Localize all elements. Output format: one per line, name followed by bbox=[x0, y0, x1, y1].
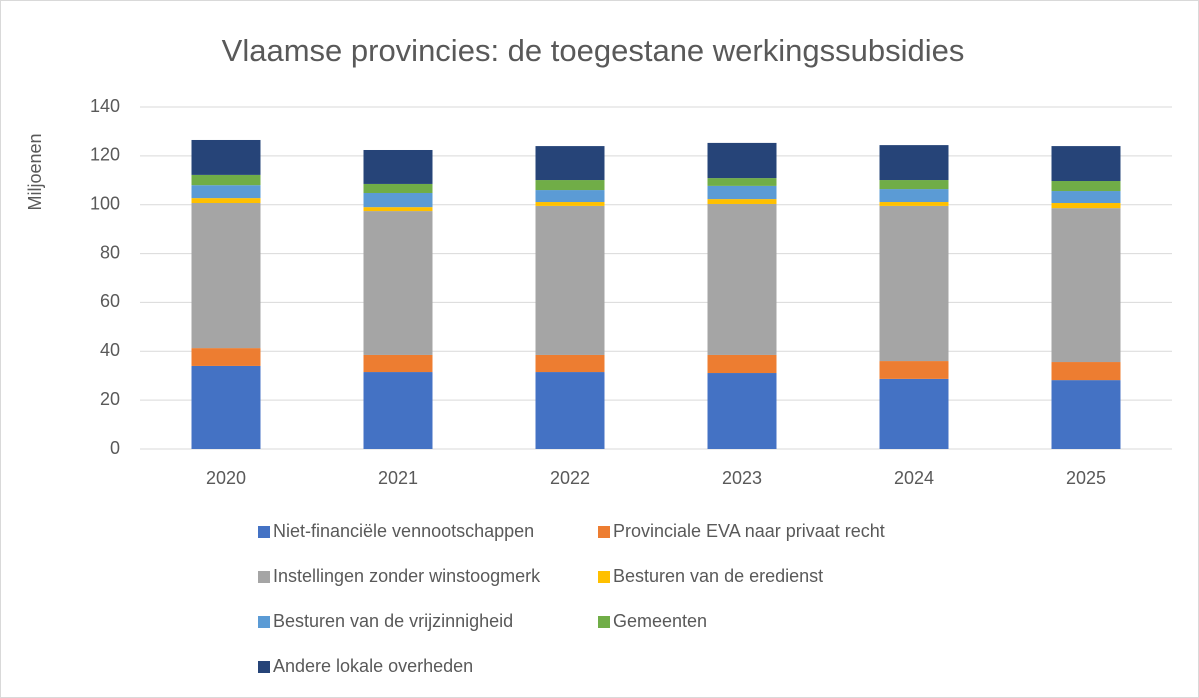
legend-label: Gemeenten bbox=[613, 611, 707, 631]
bar-segment bbox=[363, 149, 433, 184]
bar-segment bbox=[191, 139, 261, 175]
bar-segment bbox=[879, 378, 949, 449]
x-tick-label: 2025 bbox=[1066, 468, 1106, 488]
legend-label: Provinciale EVA naar privaat recht bbox=[613, 521, 885, 541]
bar-segment bbox=[191, 203, 261, 349]
bar-segment bbox=[707, 373, 777, 449]
bar-segment bbox=[535, 190, 605, 203]
legend-label: Besturen van de vrijzinnigheid bbox=[273, 611, 513, 631]
legend-swatch bbox=[258, 571, 270, 583]
legend-swatch bbox=[258, 661, 270, 673]
legend-label: Niet-financiële vennootschappen bbox=[273, 521, 534, 541]
bar-segment bbox=[535, 146, 605, 181]
x-tick-label: 2023 bbox=[722, 468, 762, 488]
y-tick-label: 20 bbox=[100, 389, 120, 409]
bar-segment bbox=[707, 142, 777, 179]
legend-swatch bbox=[258, 526, 270, 538]
legend-label: Besturen van de eredienst bbox=[613, 566, 823, 586]
bar-segment bbox=[707, 199, 777, 204]
bar-segment bbox=[1051, 203, 1121, 209]
bar-segment bbox=[535, 354, 605, 373]
x-tick-label: 2024 bbox=[894, 468, 934, 488]
bar-segment bbox=[707, 185, 777, 200]
bar-segment bbox=[535, 180, 605, 191]
bar-segment bbox=[879, 202, 949, 206]
bar-segment bbox=[363, 183, 433, 193]
bar-segment bbox=[1051, 181, 1121, 192]
legend-swatch bbox=[258, 616, 270, 628]
y-axis-title: Miljoenen bbox=[25, 133, 45, 210]
bar-segment bbox=[879, 361, 949, 379]
bar-segment bbox=[1051, 191, 1121, 204]
bar-segment bbox=[191, 174, 261, 186]
bar-segment bbox=[191, 348, 261, 366]
bar-segment bbox=[707, 203, 777, 355]
bar-segment bbox=[879, 180, 949, 190]
x-tick-label: 2020 bbox=[206, 468, 246, 488]
bar-segment bbox=[363, 372, 433, 449]
bar-segment bbox=[535, 372, 605, 449]
bar-segment bbox=[879, 145, 949, 181]
bar-segment bbox=[363, 211, 433, 355]
bar-segment bbox=[1051, 146, 1121, 182]
y-tick-label: 140 bbox=[90, 96, 120, 116]
bar-segment bbox=[191, 198, 261, 204]
y-tick-label: 0 bbox=[110, 438, 120, 458]
legend-label: Andere lokale overheden bbox=[273, 656, 473, 676]
y-tick-label: 120 bbox=[90, 145, 120, 165]
bar-segment bbox=[1051, 362, 1121, 381]
bar-segment bbox=[363, 192, 433, 208]
legend-swatch bbox=[598, 526, 610, 538]
bar-segment bbox=[191, 185, 261, 199]
bar-segment bbox=[879, 189, 949, 203]
legend-swatch bbox=[598, 616, 610, 628]
bar-segment bbox=[1051, 208, 1121, 363]
bar-segment bbox=[707, 354, 777, 374]
legend-swatch bbox=[598, 571, 610, 583]
bar-segment bbox=[707, 178, 777, 186]
bar-segment bbox=[535, 202, 605, 206]
bar-segment bbox=[879, 205, 949, 362]
y-tick-label: 60 bbox=[100, 291, 120, 311]
x-tick-label: 2021 bbox=[378, 468, 418, 488]
y-tick-label: 100 bbox=[90, 193, 120, 213]
bar-segment bbox=[191, 365, 261, 449]
legend-label: Instellingen zonder winstoogmerk bbox=[273, 566, 541, 586]
y-tick-label: 40 bbox=[100, 340, 120, 360]
bar-segment bbox=[1051, 380, 1121, 449]
bar-segment bbox=[363, 354, 433, 373]
chart-title: Vlaamse provincies: de toegestane werkin… bbox=[222, 33, 965, 68]
bar-segment bbox=[363, 207, 433, 212]
x-tick-label: 2022 bbox=[550, 468, 590, 488]
y-tick-label: 80 bbox=[100, 242, 120, 262]
bar-segment bbox=[535, 205, 605, 355]
